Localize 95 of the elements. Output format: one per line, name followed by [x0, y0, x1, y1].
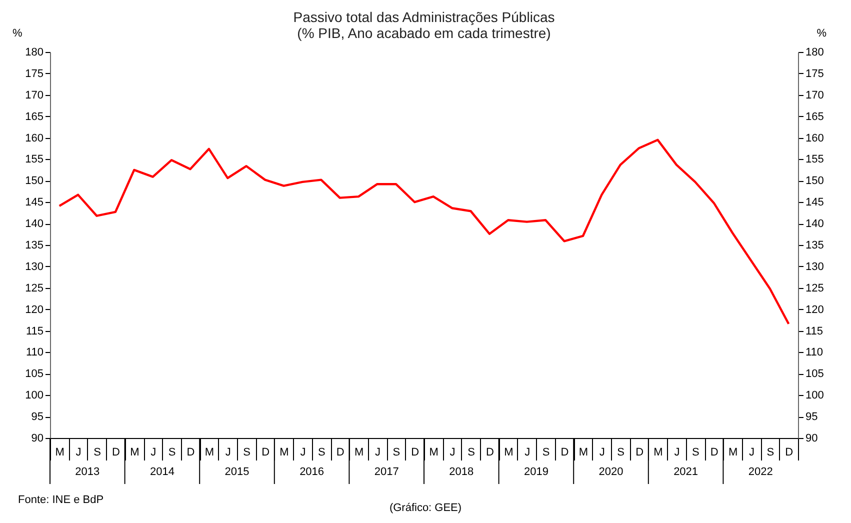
x-tick-label: J — [225, 446, 231, 458]
y2-tick-label: 125 — [806, 282, 824, 294]
x-tick-label: M — [280, 446, 289, 458]
chart-subtitle: (% PIB, Ano acabado em cada trimestre) — [297, 25, 551, 41]
x-tick-label: M — [55, 446, 64, 458]
chart-title: Passivo total das Administrações Públicas — [293, 9, 555, 25]
y-tick-label: 165 — [25, 110, 44, 123]
y2-tick-label: 170 — [806, 89, 824, 102]
y-tick-label: 110 — [26, 346, 44, 359]
y-tick-label: 100 — [25, 390, 44, 402]
y2-tick-label: 100 — [806, 390, 824, 402]
y2-tick-label: 165 — [806, 110, 824, 123]
x-tick-label: D — [785, 446, 794, 458]
x-tick-label: M — [728, 446, 738, 458]
text: 2016 — [300, 466, 324, 478]
text: (Gráfico: GEE) — [389, 502, 462, 514]
text: 2015 — [224, 466, 250, 478]
x-tick-label: J — [375, 446, 380, 458]
x-tick-label: S — [243, 446, 251, 458]
y2-tick-label: 180 — [806, 46, 824, 58]
y-tick-label: 180 — [25, 46, 44, 58]
y-tick-label: 95 — [31, 411, 44, 424]
y-tick-label: 155 — [25, 154, 44, 166]
y2-tick-label: 135 — [806, 240, 824, 252]
x-tick-label: J — [76, 446, 82, 458]
text: 2017 — [374, 466, 399, 478]
y2-axis-title: % — [816, 28, 827, 40]
x-tick-label: J — [599, 446, 605, 458]
y-tick-label: 145 — [25, 196, 44, 209]
x-tick-label: S — [617, 446, 625, 458]
x-tick-label: S — [542, 446, 550, 458]
y2-tick-label: 120 — [806, 304, 824, 316]
x-tick-label: J — [524, 446, 530, 458]
y-tick-label: 125 — [25, 282, 44, 294]
x-tick-label: S — [766, 446, 774, 458]
text: 2020 — [598, 466, 624, 478]
y-tick-label: 115 — [26, 325, 44, 338]
x-tick-label: D — [411, 446, 420, 458]
x-tick-label: M — [354, 446, 364, 458]
y-tick-label: 130 — [25, 260, 44, 273]
y2-tick-label: 130 — [806, 260, 824, 273]
y2-tick-label: 155 — [806, 154, 824, 166]
x-tick-label: S — [692, 446, 700, 458]
x-tick-label: D — [560, 446, 569, 458]
x-tick-label: M — [654, 446, 663, 458]
y-tick-label: 135 — [25, 240, 44, 252]
y-tick-label: 120 — [25, 304, 44, 316]
y-tick-label: 160 — [25, 132, 44, 144]
y2-tick-label: 95 — [806, 411, 818, 424]
x-tick-label: S — [392, 446, 400, 458]
x-tick-label: J — [300, 446, 306, 458]
text: 2019 — [524, 466, 548, 478]
y2-tick-label: 110 — [806, 346, 824, 359]
text: 2021 — [674, 466, 698, 478]
line-series — [58, 138, 790, 326]
source-note: Fonte: INE e BdP — [18, 494, 104, 506]
x-tick-label: J — [749, 446, 754, 458]
y-axis-title: % — [12, 28, 22, 40]
x-tick-label: J — [150, 446, 156, 458]
x-tick-label: M — [504, 446, 514, 458]
y2-tick-label: 90 — [806, 432, 818, 444]
x-tick-label: M — [204, 446, 214, 458]
y2-tick-label: 140 — [806, 218, 824, 230]
x-tick-label: S — [94, 446, 101, 458]
y2-tick-label: 105 — [806, 368, 824, 380]
y2-tick-label: 115 — [806, 325, 824, 338]
y2-tick-label: 150 — [806, 175, 824, 188]
x-tick-label: D — [336, 446, 344, 458]
text: 2013 — [75, 466, 100, 478]
y-tick-label: 90 — [31, 432, 44, 444]
y-tick-label: 105 — [25, 368, 44, 380]
x-tick-label: D — [112, 446, 120, 458]
text: 2018 — [449, 466, 474, 478]
x-tick-label: S — [168, 446, 176, 458]
x-tick-label: S — [318, 446, 326, 458]
text: 2022 — [748, 466, 773, 478]
y-tick-label: 150 — [25, 175, 44, 188]
y2-tick-label: 145 — [806, 196, 824, 209]
x-tick-label: D — [486, 446, 494, 458]
x-tick-label: D — [262, 446, 270, 458]
x-tick-label: M — [429, 446, 438, 458]
x-tick-label: D — [636, 446, 644, 458]
text: 2014 — [150, 466, 174, 478]
y2-tick-label: 175 — [806, 68, 824, 80]
x-tick-label: D — [186, 446, 195, 458]
x-tick-label: S — [468, 446, 475, 458]
x-tick-label: D — [710, 446, 718, 458]
y-tick-label: 175 — [25, 68, 44, 80]
x-tick-label: M — [130, 446, 140, 458]
x-tick-label: J — [674, 446, 680, 458]
y-tick-label: 140 — [25, 218, 44, 230]
x-tick-label: J — [450, 446, 456, 458]
y-tick-label: 170 — [25, 89, 44, 102]
x-tick-label: M — [578, 446, 588, 458]
y2-tick-label: 160 — [806, 132, 824, 144]
